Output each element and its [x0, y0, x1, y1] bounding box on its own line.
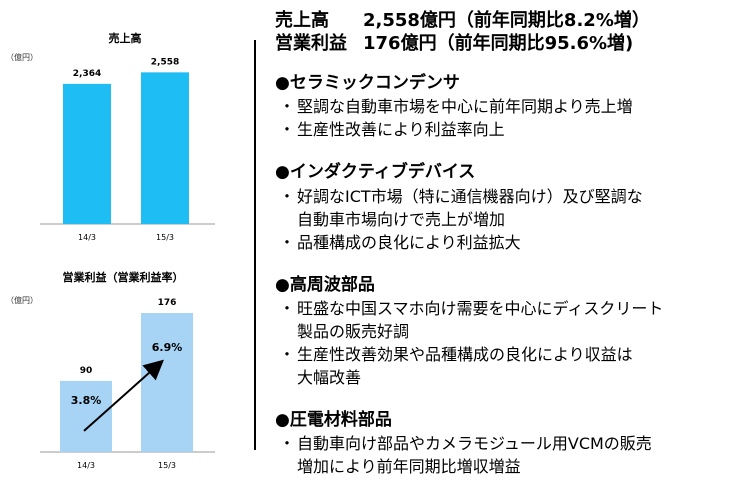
bullet-item: ・生産性改善により利益率向上	[279, 119, 505, 141]
bullet-text: 堅調な自動車市場を中心に前年同期より売上増	[297, 97, 633, 116]
bullet-text: 好調なICT市場（特に通信機器向け）及び堅調な	[297, 187, 643, 206]
bullet-text: 旺盛な中国スマホ向け需要を中心にディスクリート	[297, 299, 664, 318]
bullet-dot-icon: ・	[279, 120, 296, 139]
bullet-dot-icon: ・	[279, 434, 296, 453]
headline-sales-label: 売上高	[275, 10, 329, 31]
bullet-item: ・生産性改善効果や品種構成の良化により収益は	[279, 344, 633, 366]
section-title-inductive-devices: ●インダクティブデバイス	[275, 162, 476, 182]
sales-chart-title: 売上高	[109, 31, 142, 45]
sales-bar-15-3	[141, 72, 189, 225]
headline-sales-value: 2,558億円（前年同期比8.2%増）	[363, 10, 650, 31]
vertical-divider	[254, 40, 256, 450]
section-title-piezo-materials: ●圧電材料部品	[275, 410, 392, 430]
bullet-text: 自動車向け部品やカメラモジュール用VCMの販売	[297, 434, 652, 453]
margin-label-14-3: 3.8%	[71, 394, 102, 407]
operating-profit-chart-title: 営業利益（営業利益率）	[63, 270, 184, 284]
operating-profit-category-label: 14/3	[77, 461, 95, 470]
bullet-continuation: 増加により前年同期比増収増益	[297, 457, 521, 476]
sales-value-label: 2,364	[73, 69, 101, 79]
bullet-item: ・旺盛な中国スマホ向け需要を中心にディスクリート	[279, 298, 663, 320]
sales-category-label: 14/3	[78, 233, 96, 242]
operating-profit-chart-unit: （億円）	[6, 295, 38, 305]
sales-value-label: 2,558	[151, 57, 179, 67]
sales-category-label: 15/3	[156, 233, 174, 242]
bullet-dot-icon: ・	[279, 345, 296, 364]
operating-profit-value-label: 176	[158, 298, 177, 308]
bullet-text: 生産性改善により利益率向上	[297, 120, 505, 139]
section-title-high-frequency: ●高周波部品	[275, 275, 375, 295]
bullet-dot-icon: ・	[279, 299, 296, 318]
bullet-dot-icon: ・	[279, 233, 296, 252]
bullet-dot-icon: ・	[279, 97, 296, 116]
operating-profit-category-label: 15/3	[158, 461, 176, 470]
bullet-item: ・自動車向け部品やカメラモジュール用VCMの販売	[279, 433, 652, 455]
bullet-dot-icon: ・	[279, 187, 296, 206]
headline-op-label: 営業利益	[275, 33, 347, 54]
bullet-continuation: 製品の販売好調	[297, 322, 410, 341]
bullet-continuation: 大幅改善	[297, 368, 362, 387]
operating-profit-bar-14-3	[60, 380, 112, 452]
bullet-text: 生産性改善効果や品種構成の良化により収益は	[297, 345, 633, 364]
headline-sales: 売上高 2,558億円（前年同期比8.2%増）	[275, 10, 650, 32]
operating-profit-value-label: 90	[80, 366, 93, 376]
headline-operating-profit: 営業利益 176億円（前年同期比95.6%増)	[275, 33, 633, 55]
margin-trend-arrow-icon	[83, 359, 164, 432]
bullet-continuation: 自動車市場向けで売上が増加	[297, 210, 506, 229]
headline-op-value: 176億円（前年同期比95.6%増)	[363, 33, 634, 54]
section-title-ceramic-capacitors: ●セラミックコンデンサ	[275, 73, 460, 93]
bullet-item: ・品種構成の良化により利益拡大	[279, 232, 521, 254]
bullet-item: ・好調なICT市場（特に通信機器向け）及び堅調な	[279, 186, 643, 208]
bullet-text: 品種構成の良化により利益拡大	[297, 233, 521, 252]
operating-profit-bar-15-3	[141, 312, 193, 452]
bullet-item: ・堅調な自動車市場を中心に前年同期より売上増	[279, 96, 633, 118]
sales-bar-14-3	[63, 83, 111, 224]
charts-area: 売上高 （億円） 2,364 14/3 2,558 15/3 営業利益（営業利益率） （億円）…	[6, 31, 215, 470]
margin-label-15-3: 6.9%	[152, 341, 183, 354]
sales-chart-unit: （億円）	[6, 52, 38, 62]
